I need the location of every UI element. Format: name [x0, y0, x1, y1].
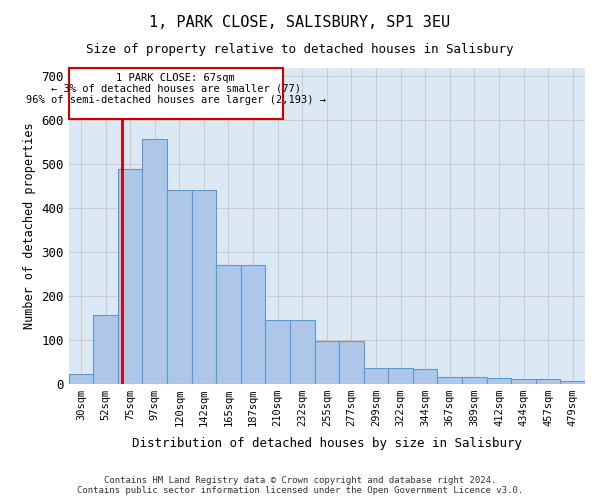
Bar: [314, 341, 339, 384]
Bar: [536, 379, 560, 384]
Y-axis label: Number of detached properties: Number of detached properties: [23, 122, 36, 329]
Bar: [511, 379, 536, 384]
Text: 96% of semi-detached houses are larger (2,193) →: 96% of semi-detached houses are larger (…: [26, 94, 326, 104]
Text: 1, PARK CLOSE, SALISBURY, SP1 3EU: 1, PARK CLOSE, SALISBURY, SP1 3EU: [149, 15, 451, 30]
Text: Size of property relative to detached houses in Salisbury: Size of property relative to detached ho…: [86, 42, 514, 56]
Bar: [191, 190, 216, 384]
Bar: [216, 265, 241, 384]
Bar: [68, 374, 93, 384]
Text: Contains HM Land Registry data © Crown copyright and database right 2024.
Contai: Contains HM Land Registry data © Crown c…: [77, 476, 523, 495]
FancyBboxPatch shape: [68, 68, 283, 119]
X-axis label: Distribution of detached houses by size in Salisbury: Distribution of detached houses by size …: [132, 437, 522, 450]
Bar: [560, 381, 585, 384]
Bar: [364, 368, 388, 384]
Text: 1 PARK CLOSE: 67sqm: 1 PARK CLOSE: 67sqm: [116, 72, 235, 83]
Bar: [462, 377, 487, 384]
Bar: [167, 190, 191, 384]
Text: ← 3% of detached houses are smaller (77): ← 3% of detached houses are smaller (77): [50, 84, 301, 94]
Bar: [118, 170, 142, 384]
Bar: [265, 320, 290, 384]
Bar: [241, 265, 265, 384]
Bar: [142, 138, 167, 384]
Bar: [437, 377, 462, 384]
Bar: [290, 320, 314, 384]
Bar: [487, 378, 511, 384]
Bar: [413, 369, 437, 384]
Bar: [339, 341, 364, 384]
Bar: [93, 316, 118, 384]
Bar: [388, 368, 413, 384]
